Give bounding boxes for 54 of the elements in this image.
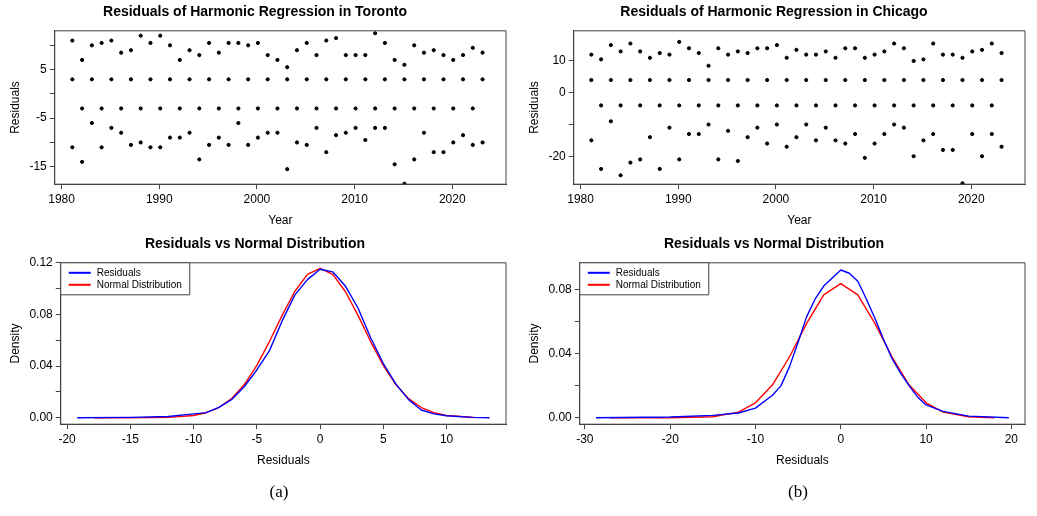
y-tick-label: 0.08 [548,281,573,296]
chart-title: Residuals vs Normal Distribution [663,235,885,252]
x-tick-label: -20 [58,431,77,446]
y-tick-label: 0.12 [29,255,54,270]
x-tick-label: -10 [184,431,203,446]
x-tick-label: 2020 [438,191,466,206]
x-tick-label: 1990 [145,191,173,206]
chart-title: Residuals vs Normal Distribution [144,235,366,252]
x-tick-label: -15 [121,431,140,446]
x-tick-label: -20 [661,431,680,446]
x-tick-label: 1990 [664,191,692,206]
y-axis-title: Residuals [7,81,22,134]
x-tick-label: 0 [316,431,324,446]
x-tick-label: -30 [576,431,594,446]
y-tick-label: 10 [552,53,567,68]
legend-label: Residuals [96,266,141,278]
x-tick-label: 20 [1004,431,1019,446]
x-tick-label: -5 [251,431,263,446]
y-tick-label: 0.08 [29,306,54,321]
chart-title: Residuals of Harmonic Regression in Chicago [620,3,928,20]
legend-label: Residuals [615,266,660,278]
x-tick-label: 2000 [762,191,790,206]
x-tick-label: -10 [746,431,765,446]
y-tick-label: 5 [40,61,48,76]
x-axis-title: Year [268,213,293,228]
y-axis-title: Density [526,323,541,364]
text: (a) [268,482,290,502]
x-tick-label: 1980 [567,191,595,206]
x-axis-title: Year [787,213,812,228]
x-tick-label: 2010 [860,191,888,206]
x-tick-label: 10 [439,431,454,446]
x-axis-title: Residuals [776,453,829,468]
x-tick-label: 1980 [48,191,76,206]
x-tick-label: 2010 [341,191,369,206]
x-tick-label: 0 [837,431,845,446]
y-tick-label: -20 [548,148,567,163]
legend-label: Normal Distribution [615,278,701,290]
x-tick-label: 2020 [957,191,985,206]
y-axis-title: Density [7,323,22,364]
y-axis-title: Residuals [526,81,541,134]
y-tick-label: 0.04 [548,345,573,360]
y-tick-label: 0.00 [29,410,54,425]
x-tick-label: 5 [379,431,387,446]
y-tick-label: -15 [29,159,48,174]
x-tick-label: 10 [919,431,934,446]
y-tick-label: 0.00 [548,410,573,425]
y-tick-label: -5 [36,110,48,125]
y-tick-label: 0.04 [29,358,54,373]
x-axis-title: Residuals [257,453,310,468]
y-tick-label: 0 [559,85,567,100]
legend-label: Normal Distribution [96,278,182,290]
x-tick-label: 2000 [243,191,271,206]
text: (b) [787,482,809,502]
chart-title: Residuals of Harmonic Regression in Toronto [103,3,407,20]
